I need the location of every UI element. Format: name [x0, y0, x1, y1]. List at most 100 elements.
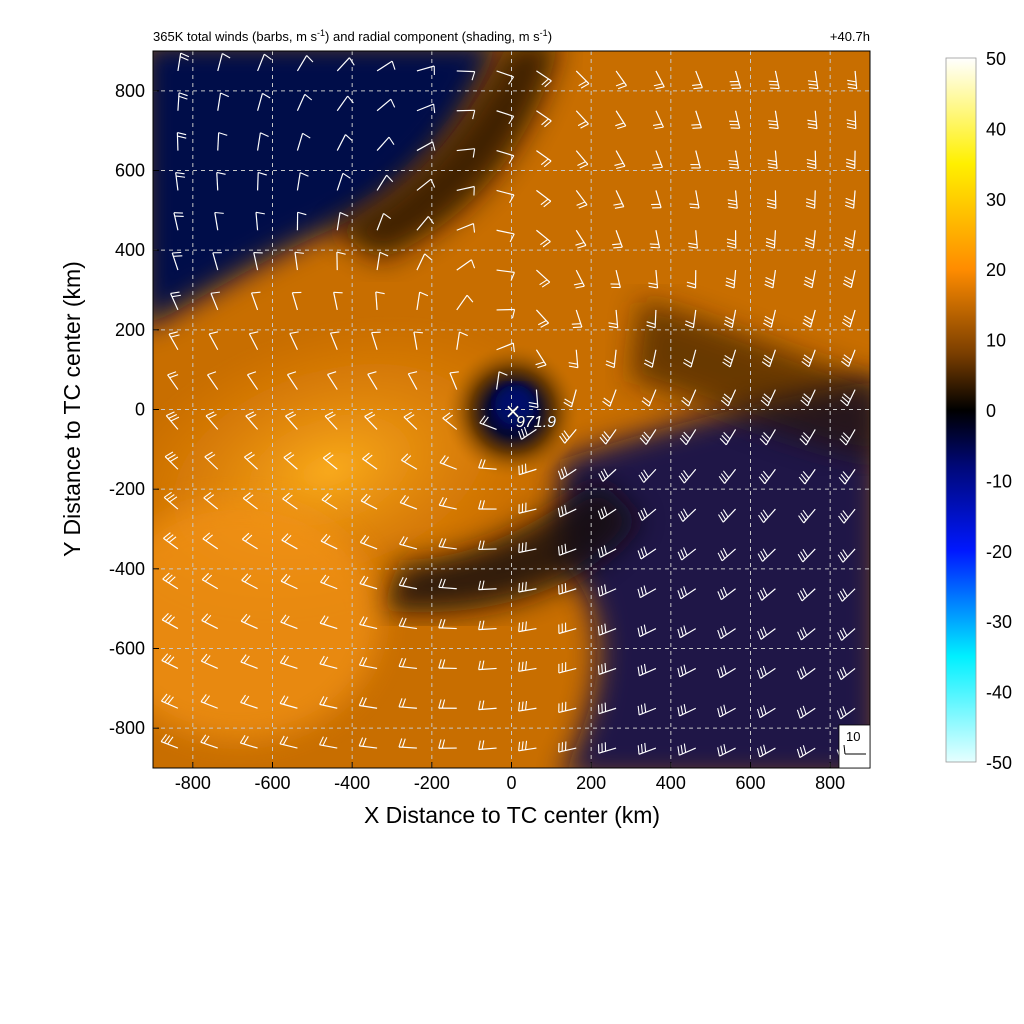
wind-barb	[279, 695, 298, 709]
wind-barb	[767, 150, 778, 170]
wind-barb	[535, 309, 550, 328]
wind-barb	[246, 371, 259, 390]
wind-barb	[362, 452, 378, 470]
wind-barb	[575, 229, 587, 249]
wind-barb	[398, 698, 417, 709]
wind-barb	[376, 212, 392, 231]
wind-barb	[573, 269, 585, 289]
wind-barb	[643, 349, 657, 368]
wind-barb	[456, 185, 475, 196]
wind-barb	[729, 110, 741, 129]
wind-barb	[398, 576, 418, 590]
wind-barb	[729, 70, 742, 89]
wind-barb	[718, 508, 737, 523]
wind-barb	[837, 548, 856, 563]
wind-barb	[438, 739, 457, 749]
wind-barb	[677, 743, 696, 756]
wind-barb	[637, 624, 657, 638]
y-tick-label: -400	[109, 559, 145, 579]
wind-barb	[518, 661, 537, 672]
wind-barb	[438, 618, 457, 630]
wind-barb	[333, 291, 343, 311]
wind-barb	[456, 259, 476, 271]
wind-barb	[289, 331, 299, 351]
plot-area	[153, 51, 870, 768]
wind-barb	[358, 656, 378, 670]
wind-barb	[761, 349, 776, 368]
wind-barb	[204, 451, 219, 470]
wind-barb	[364, 411, 378, 430]
wind-barb	[240, 613, 258, 630]
wind-barb	[163, 491, 179, 510]
wind-barb	[575, 190, 588, 209]
wind-barb	[653, 110, 664, 130]
wind-barb	[536, 150, 552, 168]
wind-barb	[398, 617, 418, 630]
wind-barb	[837, 627, 856, 641]
wind-barb	[286, 371, 298, 390]
wind-barb	[253, 251, 263, 271]
wind-barb	[842, 269, 856, 289]
wind-barb	[358, 737, 378, 749]
y-tick-label: 0	[135, 400, 145, 420]
wind-barb	[847, 70, 858, 90]
wind-barb	[766, 190, 777, 209]
wind-barb	[637, 742, 657, 755]
wind-barb	[257, 53, 272, 72]
y-axis-title: Y Distance to TC center (km)	[59, 261, 85, 557]
wind-barb	[597, 506, 617, 520]
wind-barb	[319, 736, 338, 749]
wind-barb	[367, 371, 378, 390]
wind-barb	[438, 538, 457, 550]
wind-barb	[456, 223, 476, 233]
wind-barb	[416, 253, 432, 271]
wind-barb	[518, 463, 537, 476]
wind-barb	[802, 309, 816, 328]
wind-barb	[165, 411, 180, 430]
wind-barb	[279, 654, 298, 669]
wind-barb	[690, 150, 701, 169]
colorbar-ramp	[945, 57, 977, 763]
x-tick-label: -600	[254, 773, 290, 793]
wind-barb	[281, 533, 298, 550]
wind-barb	[536, 269, 551, 288]
wind-barb	[416, 291, 429, 311]
y-tick-label: 600	[115, 161, 145, 181]
wind-barb	[250, 291, 261, 311]
wind-barb	[212, 252, 222, 271]
wind-barb	[718, 468, 737, 484]
wind-barb	[496, 189, 515, 204]
y-tick-label: -600	[109, 639, 145, 659]
wind-barb	[240, 694, 258, 709]
colorbar: 50 40 30 20 10 0 -10 -20 -30 -40 -50	[945, 49, 1012, 773]
wind-barb	[837, 588, 856, 602]
wind-barb	[294, 251, 304, 271]
wind-barb	[438, 659, 457, 670]
wind-barb	[399, 494, 418, 510]
wind-barb	[684, 309, 697, 329]
wind-barb	[376, 98, 396, 112]
wind-barb	[398, 657, 417, 670]
wind-barb	[728, 150, 740, 169]
wind-barb	[320, 533, 338, 550]
wind-barb	[840, 389, 856, 407]
wind-barb	[605, 349, 617, 369]
wind-barb	[173, 212, 184, 231]
wind-barb	[677, 547, 697, 561]
wind-barb	[610, 269, 621, 289]
wind-barb	[495, 371, 508, 390]
colorbar-tick-label: 0	[986, 401, 996, 421]
wind-barb	[479, 415, 497, 430]
wind-barb	[255, 211, 265, 231]
wind-barb	[217, 53, 231, 72]
shading-negative-northwest	[153, 51, 496, 324]
wind-barb	[841, 309, 856, 328]
wind-barb	[597, 702, 617, 715]
colorbar-tick-label: -10	[986, 471, 1012, 491]
wind-barb	[163, 532, 179, 550]
wind-barb	[359, 534, 378, 550]
wind-barb	[678, 468, 697, 484]
wind-barb	[207, 371, 219, 390]
wind-barb	[256, 171, 267, 191]
wind-barb	[496, 110, 515, 125]
